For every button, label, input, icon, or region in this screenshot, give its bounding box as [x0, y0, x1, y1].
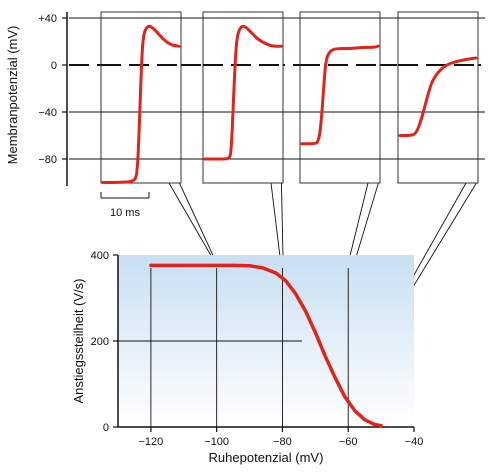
action-potential-trace [101, 24, 181, 184]
top-ytick-label: +40 [38, 13, 57, 25]
bottom-ytick-label: 200 [91, 336, 109, 348]
trace-panel [299, 11, 381, 184]
upstroke-rate-curve [149, 263, 383, 428]
bottom-xtick-label: −60 [339, 436, 358, 448]
scale-bar-label: 10 ms [110, 207, 140, 219]
top-ytick-label: −40 [38, 107, 57, 119]
bottom-xtick-label: −120 [138, 436, 163, 448]
bottom-ytick-label: 0 [103, 422, 109, 434]
time-scale-bar: 10 ms [100, 192, 150, 219]
connector-line [168, 182, 218, 266]
membrane-potential-chart: Membranpotenzial (mV) +40 0 −40 −80 10 ms [5, 11, 485, 219]
bottom-xtick-label: −80 [273, 436, 292, 448]
action-potential-trace [300, 44, 380, 146]
bottom-xtick-label: −100 [204, 436, 229, 448]
bottom-ytick-label: 400 [91, 250, 109, 262]
bottom-xtick-label: −40 [405, 436, 424, 448]
top-ytick-label: 0 [51, 60, 57, 72]
upstroke-rate-chart: −120 −100 −80 −60 −40 0 200 400 Ruhepotenzial (… [71, 250, 423, 465]
trace-panel [397, 11, 479, 184]
trace-panel [202, 11, 284, 184]
bottom-xlabel: Ruhepotenzial (mV) [209, 450, 324, 465]
top-ytick-label: −80 [38, 154, 57, 166]
top-ylabel: Membranpotenzial (mV) [5, 26, 20, 165]
action-potential-trace [203, 24, 283, 161]
connector-line [178, 182, 219, 266]
action-potential-trace [398, 56, 478, 137]
bottom-ylabel: Anstiegssteilheit (V/s) [71, 279, 86, 404]
